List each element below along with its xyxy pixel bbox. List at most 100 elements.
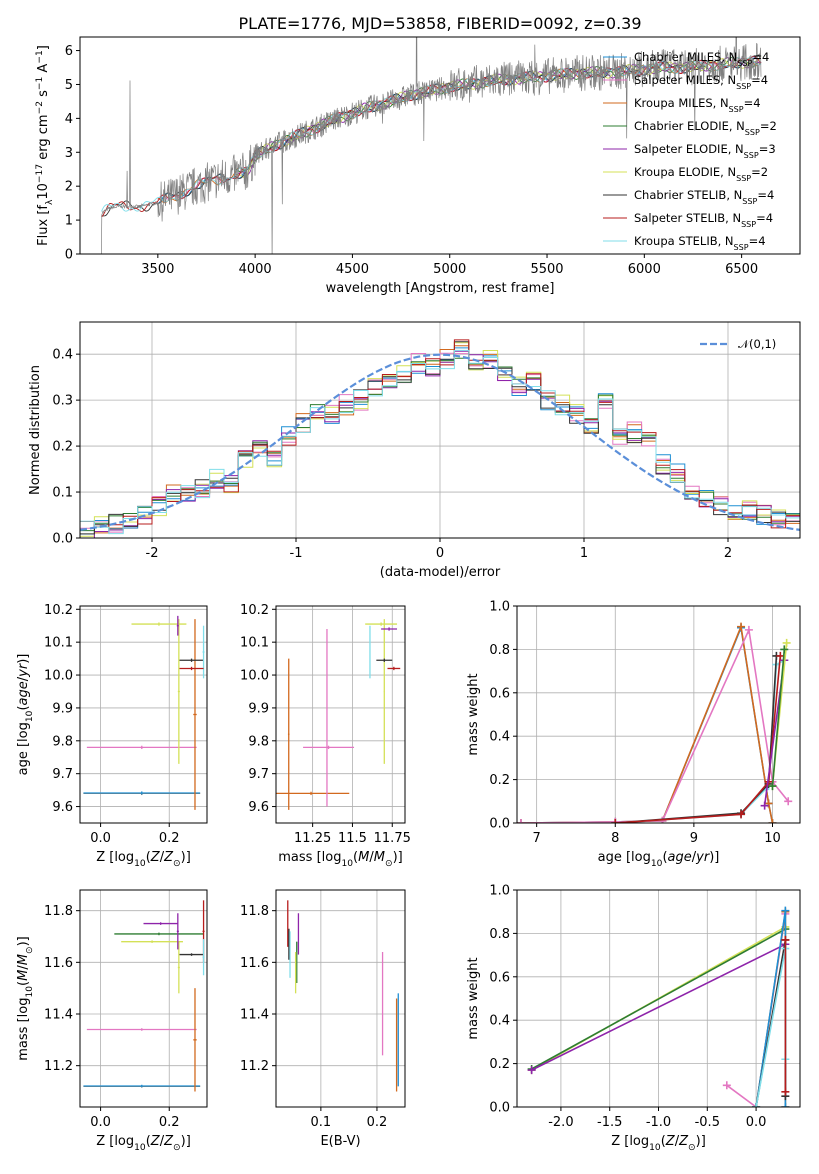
label-part: age	[16, 681, 31, 705]
x-tick-label: 4500	[336, 262, 369, 277]
y-tick-label: 5	[65, 78, 73, 93]
label-part: =3	[759, 142, 776, 156]
y-tick-label: 0.4	[52, 348, 73, 363]
data-point	[611, 819, 620, 823]
label-part: s	[36, 90, 51, 101]
y-tick-label: 0.0	[489, 817, 510, 832]
label-part: (	[353, 850, 358, 865]
label-part: ⊙	[173, 859, 181, 869]
data-point	[744, 625, 753, 634]
label-part: /	[369, 850, 374, 865]
label-part: λ	[45, 199, 55, 205]
data-point	[768, 782, 777, 791]
data-point	[784, 797, 793, 806]
label-part: /	[675, 1134, 680, 1149]
y-tick-label: 10.1	[44, 636, 73, 651]
label-part: Z [log	[96, 1134, 134, 1149]
label-part: 10	[134, 1143, 146, 1153]
y-tick-label: 4	[65, 112, 73, 127]
y-tick-label: 11.8	[44, 904, 73, 919]
label-part: 10	[649, 1143, 661, 1153]
label-part: M	[374, 850, 385, 865]
x-tick-label: 11.5	[338, 831, 367, 846]
label-part: /	[160, 1134, 165, 1149]
label-part: )]	[696, 1134, 706, 1149]
label-part: 10	[25, 710, 35, 722]
data-point	[781, 906, 790, 915]
x-tick-label: 6500	[725, 262, 758, 277]
x-axis-label: Z [log10(Z/Z⊙)]	[96, 1134, 191, 1153]
label-part: SSP	[736, 82, 751, 91]
y-tick-label: 11.2	[44, 1059, 73, 1074]
x-tick-label: 0.2	[159, 1115, 180, 1130]
y-tick-label: 0.8	[489, 927, 510, 942]
plot-area	[527, 906, 790, 1107]
y-tick-label: 0.3	[52, 394, 73, 409]
x-tick-label: 5500	[530, 262, 563, 277]
y-axis-label: Flux [fλ10−17 erg cm−2 s−1 A−1]	[35, 45, 55, 246]
y-tick-label: 0.8	[489, 643, 510, 658]
label-part: −2	[35, 101, 45, 114]
y-tick-label: 1.0	[489, 600, 510, 615]
label-part: Z	[163, 1134, 174, 1149]
data-point	[527, 1066, 536, 1075]
y-tick-label: 9.8	[248, 734, 269, 749]
y-tick-label: 9.7	[248, 767, 269, 782]
axes-frame	[79, 605, 208, 824]
label-part: (	[16, 705, 31, 710]
label-part: (	[16, 981, 31, 986]
mass-weight-line	[531, 943, 786, 1071]
label-part: )]	[16, 654, 31, 664]
mass-weight-line	[615, 655, 782, 823]
x-tick-label: 0.0	[746, 1115, 767, 1130]
y-axis-label: mass [log10(M/M⊙)]	[16, 936, 35, 1060]
y-tick-label: 10.1	[240, 636, 269, 651]
label-part: 10	[36, 183, 51, 200]
y-axis-label: Normed distribution	[28, 365, 43, 495]
figure-title: PLATE=1776, MJD=53858, FIBERID=0092, z=0…	[238, 14, 641, 33]
label-part: Kroupa STELIB, N	[634, 234, 734, 248]
label-part: Salpeter STELIB, N	[634, 211, 741, 225]
y-tick-label: 0.2	[489, 1057, 510, 1072]
y-tick-label: 0.0	[52, 532, 73, 547]
label-part: SSP	[734, 243, 749, 252]
x-tick-label: 0	[436, 546, 444, 561]
label-part: Z	[678, 1134, 689, 1149]
y-tick-label: 2	[65, 180, 73, 195]
label-part: /	[16, 676, 31, 681]
y-tick-label: 6	[65, 44, 73, 59]
plot-area	[276, 619, 401, 810]
mass-weight-line	[520, 627, 789, 823]
label-part: )]	[393, 850, 403, 865]
label-part: )]	[181, 850, 191, 865]
y-tick-label: 11.6	[240, 956, 269, 971]
y-tick-label: 9.9	[52, 701, 73, 716]
y-tick-label: 9.6	[52, 800, 73, 815]
x-tick-label: 0.0	[90, 1115, 111, 1130]
y-tick-label: 1.0	[489, 884, 510, 899]
label-part: −17	[35, 164, 45, 183]
data-point	[781, 1087, 790, 1096]
x-tick-label: 11.75	[374, 831, 411, 846]
y-tick-label: 0.0	[489, 1101, 510, 1116]
panel-ebv-mass: 0.1 0.2 11.2 11.4 11.6 11.8 E(B-V)	[240, 889, 406, 1149]
label-part: =4	[749, 234, 766, 248]
plot-area	[83, 900, 205, 1092]
legend-label: Salpeter ELODIE, NSSP=3	[634, 142, 776, 160]
data-point	[760, 801, 769, 810]
label-part: ⊙	[173, 1143, 181, 1153]
label-part: /	[692, 850, 697, 865]
y-tick-label: 3	[65, 146, 73, 161]
x-tick-label: -2	[146, 546, 159, 561]
x-axis-label: E(B-V)	[320, 1134, 360, 1149]
label-part: Flux [f	[36, 205, 51, 246]
legend-label: Chabrier ELODIE, NSSP=2	[634, 119, 777, 137]
label-part: =4	[744, 96, 761, 110]
x-tick-label: 1	[580, 546, 588, 561]
label-part: age [log	[16, 722, 31, 775]
x-tick-label: 2	[724, 546, 732, 561]
data-point	[752, 1103, 761, 1107]
label-part: ]	[36, 45, 51, 50]
legend-label: Salpeter STELIB, NSSP=4	[634, 211, 773, 229]
